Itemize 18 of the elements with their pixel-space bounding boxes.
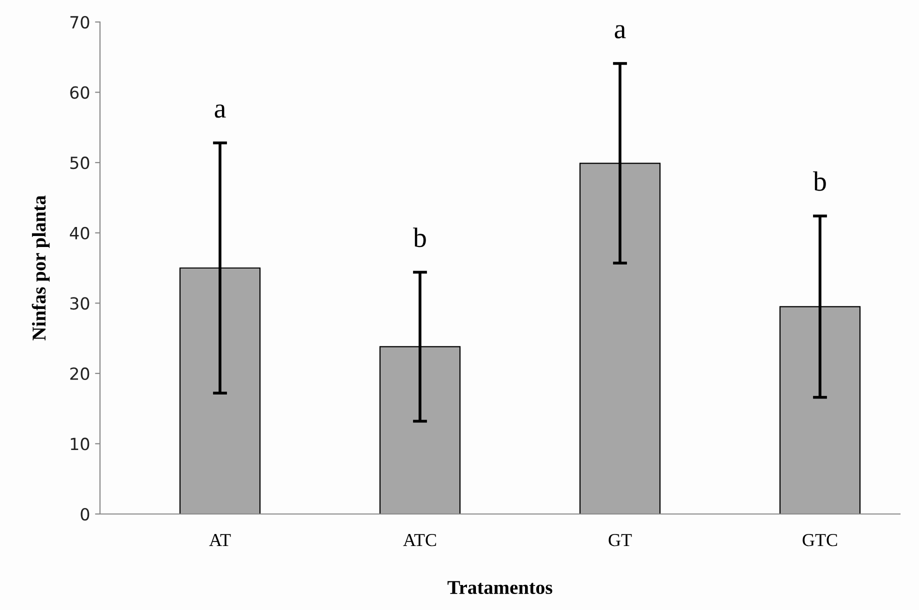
annotation: a xyxy=(614,25,626,38)
y-axis-title: Ninfas por planta xyxy=(32,196,50,340)
y-tick-label: 30 xyxy=(70,297,90,310)
annotation: a xyxy=(214,104,226,118)
x-tick-label: AT xyxy=(209,534,231,546)
x-tick-label: GT xyxy=(608,534,632,546)
y-tick-label: 20 xyxy=(70,367,90,380)
x-tick-label: GTC xyxy=(802,534,838,546)
x-tick-label: ATC xyxy=(403,534,436,546)
y-tick-label: 60 xyxy=(70,86,90,99)
annotation: b xyxy=(413,228,426,248)
x-axis-title: Tratamentos xyxy=(448,581,552,594)
y-tick-label: 40 xyxy=(70,226,90,240)
y-tick-label: 70 xyxy=(70,16,90,29)
y-tick-label: 0 xyxy=(80,508,90,521)
annotation: b xyxy=(813,171,826,191)
y-tick-label: 50 xyxy=(70,156,90,170)
y-tick-label: 10 xyxy=(70,438,90,450)
